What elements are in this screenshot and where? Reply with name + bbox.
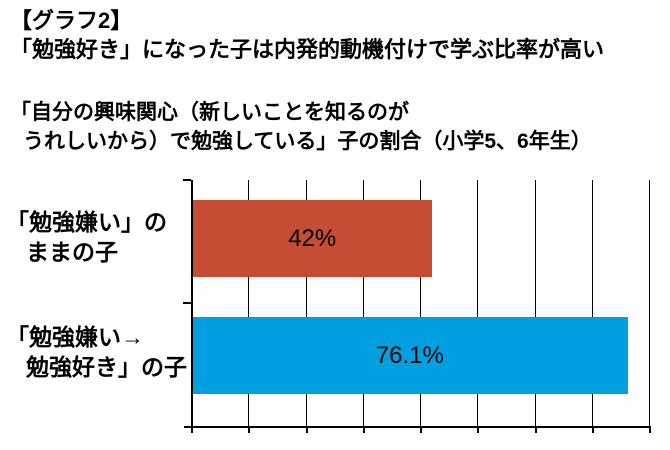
chart-subtitle: 「自分の興味関心（新しいことを知るのが うれしいから）で勉強している」子の割合（…: [10, 98, 592, 156]
category-label-1-line-1: 「勉強嫌い→: [6, 324, 144, 350]
gridline: [305, 180, 307, 426]
x-axis-tick: [248, 426, 251, 433]
bar: 76.1%: [192, 317, 628, 394]
x-axis-tick: [477, 426, 480, 433]
x-axis-tick: [305, 426, 308, 433]
gridline: [649, 180, 650, 426]
y-axis-tick: [183, 302, 191, 304]
x-axis-tick: [420, 426, 422, 433]
x-axis-line: [184, 426, 651, 428]
bar-value-label-1: 76.1%: [375, 341, 444, 369]
chart-title-line-1: 【グラフ2】: [10, 8, 133, 33]
x-axis-tick: [362, 426, 365, 433]
x-axis-tick: [534, 426, 537, 433]
y-axis-line: [191, 180, 193, 426]
bar: 42%: [192, 200, 433, 277]
gridline: [534, 180, 536, 426]
x-axis-tick: [591, 426, 594, 433]
category-label-1-line-2: 勉強好き」の子: [26, 354, 187, 380]
gridline: [591, 180, 593, 426]
chart-subtitle-line-2: うれしいから）で勉強している」子の割合（小学5、6年生）: [23, 130, 592, 153]
category-label-0: 「勉強嫌い」の ままの子: [6, 207, 167, 267]
gridline: [420, 180, 421, 426]
gridline: [248, 180, 250, 426]
category-label-1: 「勉強嫌い→ 勉強好き」の子: [6, 322, 187, 382]
chart-title-line-2: 「勉強好き」になった子は内発的動機付けで学ぶ比率が高い: [10, 37, 605, 62]
category-label-0-line-1: 「勉強嫌い」の: [6, 209, 167, 235]
bar-value-label-0: 42%: [288, 224, 337, 252]
gridline: [477, 180, 479, 426]
x-axis-tick: [191, 426, 193, 433]
category-label-0-line-2: ままの子: [26, 239, 118, 265]
chart-subtitle-line-1: 「自分の興味関心（新しいことを知るのが: [10, 101, 409, 124]
gridline: [362, 180, 364, 426]
x-axis-tick: [649, 426, 651, 433]
chart-title: 【グラフ2】 「勉強好き」になった子は内発的動機付けで学ぶ比率が高い: [10, 6, 604, 64]
plot-area: 42% 76.1%: [183, 179, 651, 433]
y-axis-tick: [183, 179, 191, 181]
